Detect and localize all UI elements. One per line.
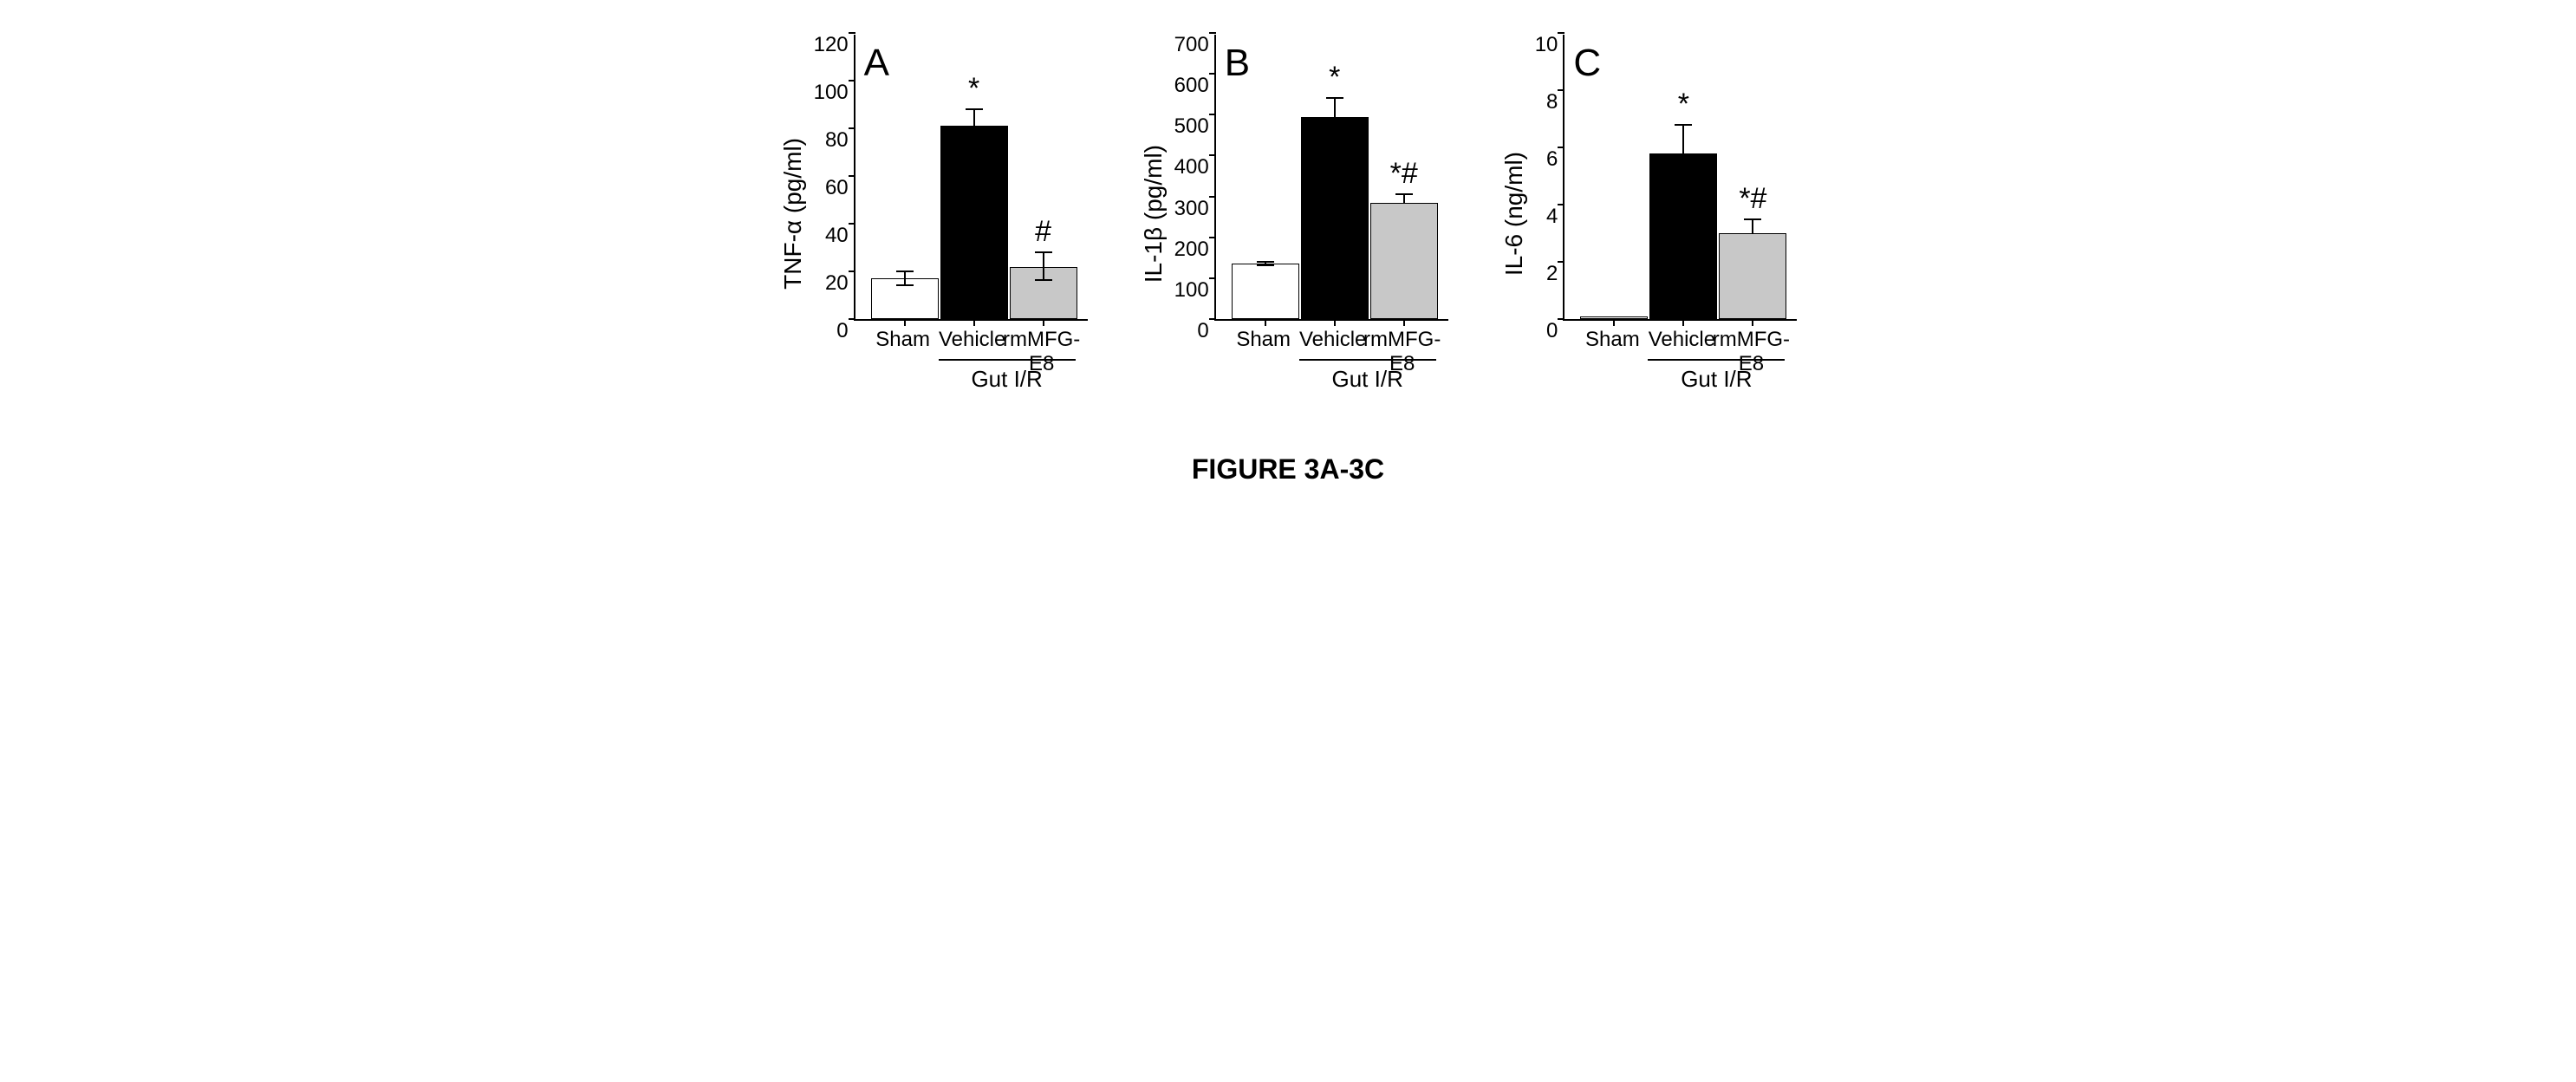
figure-caption: FIGURE 3A-3C: [1192, 453, 1384, 486]
y-tick-mark: [1558, 204, 1564, 205]
significance-annotation: *#: [1727, 182, 1779, 216]
x-tick-mark: [973, 319, 975, 326]
error-bar-stem: [904, 271, 906, 278]
x-tick-mark: [1043, 319, 1044, 326]
error-bar-cap: [896, 284, 914, 286]
chart-area: C**#ShamVehiclermMFG-E8Gut I/R: [1563, 35, 1797, 393]
y-tick-mark: [1209, 318, 1216, 320]
y-tick-mark: [1558, 89, 1564, 91]
y-tick-mark: [1558, 318, 1564, 320]
bar-rmmfg-e8: [1370, 203, 1438, 319]
chart-panel-a: TNF-α (pg/ml)120100806040200A * # ShamVehic…: [779, 35, 1088, 393]
error-bar-cap: [1035, 279, 1052, 281]
x-tick-mark: [1265, 319, 1266, 326]
bar-vehicle: [1301, 117, 1369, 319]
plot-region: B * *#: [1214, 35, 1448, 321]
error-bar-cap: [1675, 124, 1692, 126]
panel-letter: B: [1225, 42, 1250, 85]
y-axis-label: TNF-α (pg/ml): [779, 138, 807, 290]
group-bracket-line: [939, 359, 1076, 361]
error-bar-stem: [1334, 98, 1336, 116]
x-tick-mark: [1682, 319, 1684, 326]
chart-area: A*#ShamVehiclermMFG-E8Gut I/R: [854, 35, 1088, 393]
x-axis-labels: ShamVehiclermMFG-E8: [1214, 328, 1448, 352]
error-bar-cap: [896, 270, 914, 272]
chart-area: B**#ShamVehiclermMFG-E8Gut I/R: [1214, 35, 1448, 393]
y-tick-mark: [1209, 73, 1216, 75]
error-bar-stem: [1043, 252, 1044, 267]
significance-annotation: *#: [1378, 157, 1430, 191]
significance-annotation: *: [1309, 61, 1361, 95]
error-bar-cap: [1257, 261, 1274, 263]
group-bracket-line: [1299, 359, 1436, 361]
y-axis-label: IL-1β (pg/ml): [1140, 145, 1168, 283]
significance-annotation: *: [1657, 88, 1709, 121]
error-bar-cap: [1257, 264, 1274, 266]
y-tick-mark: [1558, 261, 1564, 263]
y-tick-mark: [1209, 154, 1216, 156]
x-tick-mark: [904, 319, 906, 326]
y-tick-mark: [849, 80, 855, 81]
significance-annotation: *: [948, 72, 1000, 106]
y-tick-mark: [1209, 196, 1216, 198]
x-tick-mark: [1334, 319, 1336, 326]
x-tick-mark: [1403, 319, 1405, 326]
figure-row: TNF-α (pg/ml)120100806040200A*#ShamVehic…: [779, 35, 1798, 393]
chart-panel-c: IL-6 (ng/ml)1086420 C * *# ShamVehiclermMFG-…: [1500, 35, 1798, 393]
y-tick-mark: [849, 318, 855, 320]
y-tick-mark: [1209, 277, 1216, 279]
error-bar-stem: [973, 109, 975, 126]
y-tick-mark: [1209, 237, 1216, 238]
bar-sham: [1232, 264, 1299, 319]
y-tick-mark: [1558, 147, 1564, 148]
y-axis-ticks: 120100806040200: [814, 35, 854, 321]
y-tick-mark: [849, 270, 855, 272]
y-axis-label: IL-6 (ng/ml): [1500, 152, 1528, 276]
panel-letter: A: [864, 42, 889, 85]
x-tick-label: rmMFG-E8: [1000, 328, 1083, 376]
y-tick-mark: [1558, 32, 1564, 34]
x-axis-labels: ShamVehiclermMFG-E8: [854, 328, 1088, 352]
significance-annotation: #: [1018, 215, 1070, 249]
error-bar-cap: [1326, 97, 1343, 99]
x-tick-mark: [1752, 319, 1753, 326]
y-tick-mark: [849, 223, 855, 225]
x-axis-labels: ShamVehiclermMFG-E8: [1563, 328, 1797, 352]
y-tick-mark: [849, 175, 855, 177]
chart-panel-b: IL-1β (pg/ml)7006005004003002001000B**#S…: [1140, 35, 1448, 393]
error-bar-cap: [1035, 251, 1052, 253]
x-tick-label: rmMFG-E8: [1709, 328, 1792, 376]
error-bar-cap: [1395, 193, 1413, 195]
bar-rmmfg-e8: [1719, 233, 1786, 319]
bar-vehicle: [1649, 153, 1717, 319]
bar-vehicle: [940, 126, 1008, 319]
error-bar-stem: [1752, 219, 1753, 234]
plot-region: A * #: [854, 35, 1088, 321]
error-bar-cap: [966, 108, 983, 110]
y-axis-ticks: 1086420: [1535, 35, 1564, 321]
y-tick-mark: [1209, 32, 1216, 34]
group-bracket-line: [1648, 359, 1785, 361]
y-tick-mark: [849, 127, 855, 129]
y-tick-mark: [1209, 114, 1216, 115]
error-bar-stem: [1682, 125, 1684, 153]
x-tick-mark: [1613, 319, 1615, 326]
panel-letter: C: [1573, 42, 1601, 85]
error-bar-cap: [1744, 218, 1761, 220]
plot-region: C * *#: [1563, 35, 1797, 321]
x-tick-label: rmMFG-E8: [1361, 328, 1444, 376]
y-tick-mark: [849, 32, 855, 34]
error-bar-stem: [1403, 194, 1405, 202]
